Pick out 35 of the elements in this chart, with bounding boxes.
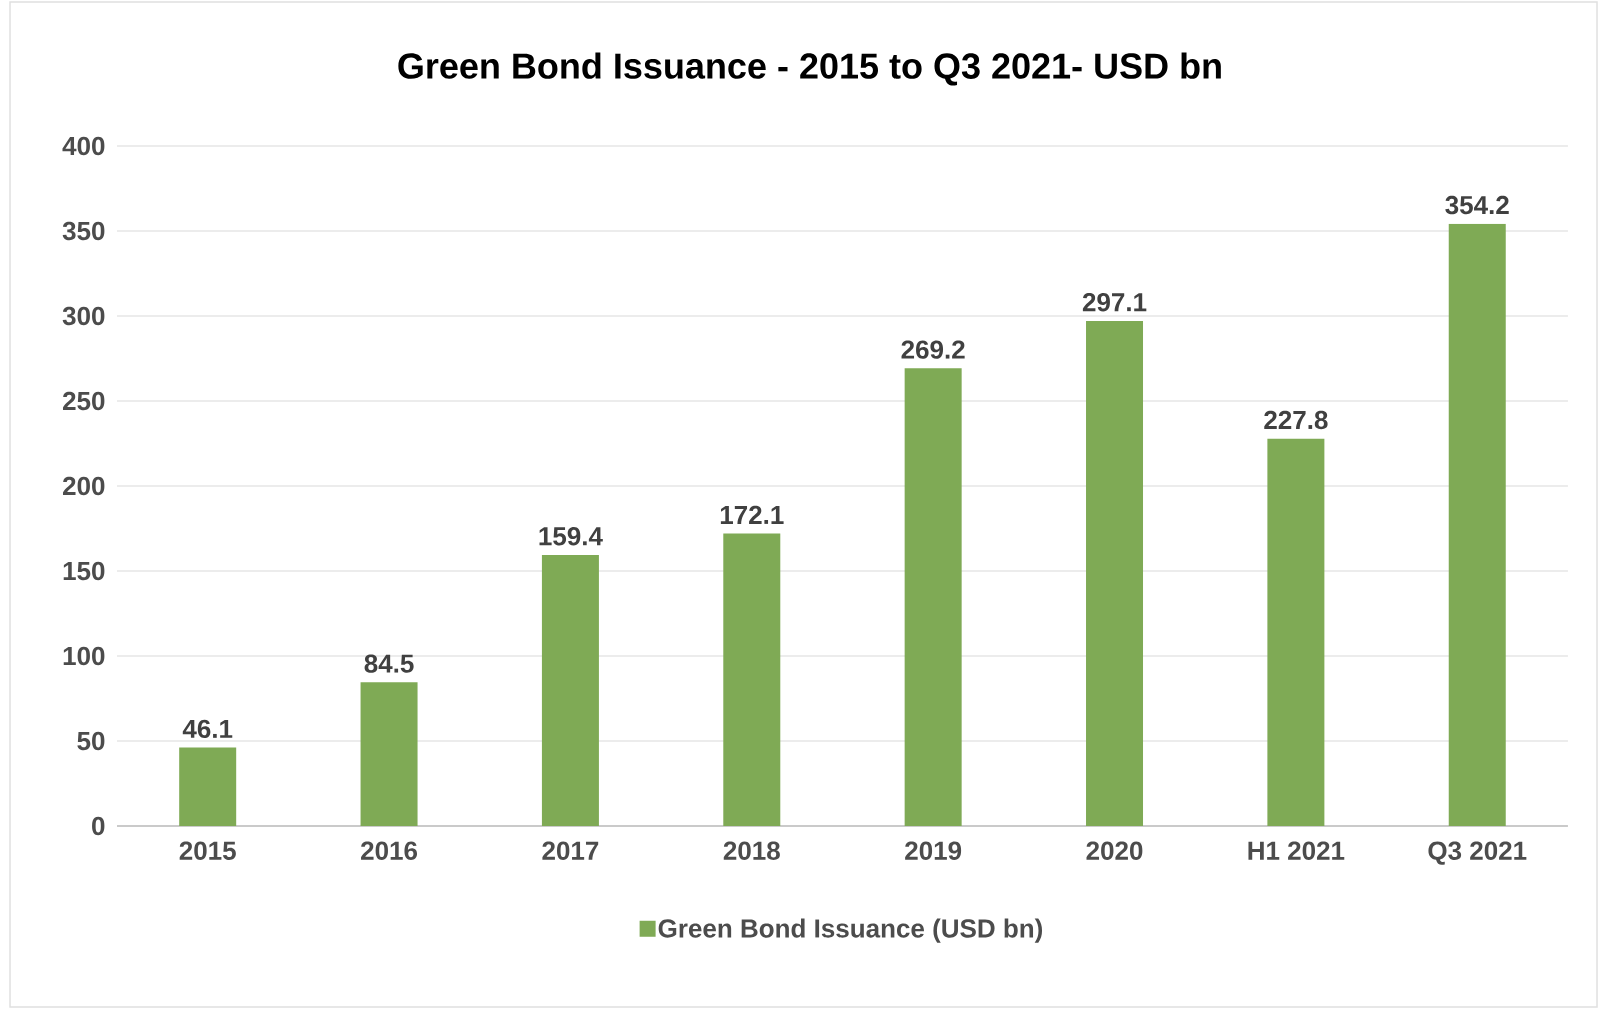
y-tick-label: 300 [62,306,105,326]
y-tick-label: 350 [62,221,105,241]
x-tick-label: H1 2021 [1248,841,1345,860]
y-tick-label: 400 [62,136,105,156]
bar [179,747,237,826]
y-tick-label: 100 [63,646,105,666]
bar [1086,320,1144,826]
bar [360,682,418,826]
data-label: 269.2 [901,340,965,359]
x-tick-label: 2019 [905,841,962,860]
chart-title: Green Bond Issuance - 2015 to Q3 2021- USD bn [398,52,1221,86]
data-label: 297.1 [1082,292,1147,312]
data-label: 84.5 [364,654,414,673]
y-tick-label: 50 [77,731,105,751]
y-tick-label: 0 [92,816,105,836]
bar [541,555,599,826]
bar [904,368,962,826]
bar [1448,223,1506,826]
x-tick-label: 2017 [542,841,599,860]
x-tick-label: 2018 [723,841,780,860]
x-tick-label: 2015 [179,841,236,860]
y-tick-label: 150 [63,561,105,581]
y-tick-label: 200 [62,476,105,496]
data-label: 159.4 [539,527,603,546]
data-label: 46.1 [182,719,233,739]
data-label: 227.8 [1264,410,1328,430]
legend-label: Green Bond Issuance (USD bn) [658,918,1043,943]
x-tick-label: Q3 2021 [1428,841,1527,865]
bar [1267,438,1325,826]
x-tick-label: 2016 [361,841,418,860]
bar [723,533,781,826]
y-tick-label: 250 [62,391,105,411]
data-label: 354.2 [1445,195,1509,215]
data-label: 172.1 [720,505,784,524]
x-tick-label: 2020 [1086,841,1143,860]
